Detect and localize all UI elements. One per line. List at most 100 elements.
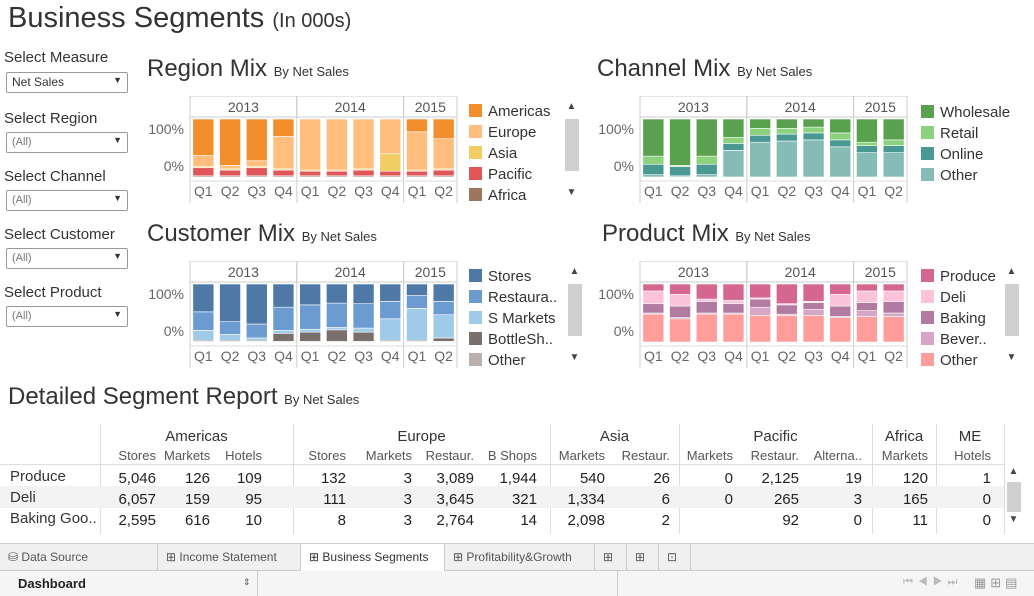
- bar-segment[interactable]: [749, 134, 771, 143]
- product-mix-chart[interactable]: 2013 2014 2015 100% 0% Q1 Q2 Q3 Q4 Q1 Q2 Q3 Q4 Q1 Q2: [590, 261, 910, 369]
- report-scrollbar[interactable]: ▲ ▼: [1005, 466, 1022, 530]
- tab-income-statement[interactable]: ⊞ Income Statement: [158, 544, 301, 571]
- bar-segment[interactable]: [272, 333, 295, 342]
- bar-segment[interactable]: [856, 302, 878, 311]
- bar-segment[interactable]: [882, 145, 905, 153]
- customer-mix-chart[interactable]: 2013 2014 2015 100% 0% Q1 Q2 Q3 Q4 Q1 Q2 Q3 Q4 Q1 Q2: [140, 261, 460, 369]
- bar-segment[interactable]: [272, 136, 295, 170]
- bar-segment[interactable]: [326, 170, 348, 177]
- bar-segment[interactable]: [642, 303, 665, 314]
- bar-segment[interactable]: [749, 127, 771, 136]
- table-cell[interactable]: 0: [853, 512, 862, 529]
- bar-segment[interactable]: [829, 118, 852, 134]
- bar-segment[interactable]: [856, 316, 878, 343]
- bar-segment[interactable]: [272, 330, 295, 334]
- bar-segment[interactable]: [829, 317, 852, 343]
- new-worksheet-button[interactable]: ⊞: [595, 544, 627, 571]
- legend-item[interactable]: Other: [921, 167, 978, 185]
- table-cell[interactable]: 2,764: [436, 512, 474, 529]
- bar-segment[interactable]: [856, 141, 878, 146]
- table-cell[interactable]: 1,944: [499, 470, 537, 487]
- scroll-down-icon[interactable]: ▼: [1006, 352, 1017, 363]
- bar-segment[interactable]: [776, 283, 798, 305]
- bar-segment[interactable]: [192, 330, 215, 341]
- table-cell[interactable]: 3: [403, 470, 412, 487]
- bar-segment[interactable]: [219, 118, 241, 166]
- legend-item[interactable]: Bever..: [921, 331, 987, 349]
- legend-item[interactable]: S Markets: [469, 310, 556, 328]
- bar-segment[interactable]: [749, 298, 771, 308]
- bar-segment[interactable]: [802, 302, 825, 310]
- bar-segment[interactable]: [432, 138, 455, 170]
- bar-segment[interactable]: [776, 118, 798, 129]
- table-cell[interactable]: 19: [845, 470, 862, 487]
- bar-segment[interactable]: [352, 327, 375, 333]
- bar-segment[interactable]: [352, 118, 375, 170]
- bar-segment[interactable]: [669, 118, 691, 166]
- table-cell[interactable]: 0: [724, 491, 733, 508]
- table-cell[interactable]: 132: [320, 470, 346, 487]
- scroll-thumb[interactable]: [568, 284, 582, 336]
- bar-segment[interactable]: [326, 283, 348, 304]
- bar-segment[interactable]: [245, 160, 268, 167]
- bar-segment[interactable]: [749, 118, 771, 129]
- bar-segment[interactable]: [326, 302, 348, 328]
- bar-segment[interactable]: [722, 299, 745, 305]
- legend-item[interactable]: Other: [921, 352, 978, 370]
- bar-segment[interactable]: [432, 337, 455, 342]
- bar-segment[interactable]: [829, 146, 852, 178]
- bar-segment[interactable]: [882, 152, 905, 178]
- legend-item[interactable]: Wholesale: [921, 104, 1010, 122]
- bar-segment[interactable]: [776, 133, 798, 142]
- bar-segment[interactable]: [245, 337, 268, 341]
- bar-segment[interactable]: [272, 169, 295, 177]
- bar-segment[interactable]: [642, 174, 665, 178]
- bar-segment[interactable]: [219, 165, 241, 170]
- bar-segment[interactable]: [749, 141, 771, 178]
- legend-item[interactable]: BottleSh..: [469, 331, 553, 349]
- bar-segment[interactable]: [829, 305, 852, 317]
- bar-segment[interactable]: [802, 132, 825, 141]
- bar-segment[interactable]: [695, 174, 718, 178]
- legend-item[interactable]: Other: [469, 352, 526, 370]
- tab-data-source[interactable]: ⛁ Data Source: [0, 544, 158, 571]
- table-cell[interactable]: 3: [853, 491, 862, 508]
- bar-segment[interactable]: [245, 283, 268, 325]
- bar-segment[interactable]: [642, 163, 665, 175]
- bar-segment[interactable]: [352, 169, 375, 177]
- scroll-thumb[interactable]: [1007, 482, 1021, 512]
- bar-segment[interactable]: [219, 283, 241, 323]
- bar-segment[interactable]: [192, 311, 215, 331]
- tab-business-segments[interactable]: ⊞ Business Segments: [301, 544, 445, 571]
- bar-segment[interactable]: [722, 118, 745, 138]
- scroll-down-icon[interactable]: ▼: [1008, 514, 1019, 525]
- legend-item[interactable]: Baking: [921, 310, 986, 328]
- bar-segment[interactable]: [406, 170, 428, 177]
- bar-segment[interactable]: [802, 315, 825, 343]
- bar-segment[interactable]: [406, 118, 428, 133]
- bar-segment[interactable]: [352, 331, 375, 342]
- table-cell[interactable]: 616: [184, 512, 210, 529]
- bar-segment[interactable]: [695, 313, 718, 343]
- bar-segment[interactable]: [352, 283, 375, 305]
- bar-segment[interactable]: [882, 301, 905, 314]
- view-mode-icons[interactable]: ▦⊞▤: [974, 575, 1022, 590]
- bar-segment[interactable]: [776, 127, 798, 135]
- bar-segment[interactable]: [379, 318, 402, 341]
- bar-segment[interactable]: [802, 283, 825, 302]
- bar-segment[interactable]: [432, 169, 455, 177]
- table-cell[interactable]: 265: [773, 491, 799, 508]
- bar-segment[interactable]: [669, 318, 691, 343]
- legend-item[interactable]: Restaura..: [469, 289, 557, 307]
- table-cell[interactable]: 95: [245, 491, 262, 508]
- bar-segment[interactable]: [669, 294, 691, 307]
- channel-mix-chart[interactable]: 2013 2014 2015 100% 0% Q1 Q2 Q3 Q4 Q1 Q2 Q3 Q4 Q1 Q2: [590, 96, 910, 204]
- bar-segment[interactable]: [695, 155, 718, 165]
- view-selector[interactable]: Dashboard ⇕: [0, 571, 258, 596]
- table-cell[interactable]: 2,125: [761, 470, 799, 487]
- bar-segment[interactable]: [642, 313, 665, 343]
- table-cell[interactable]: 6: [661, 491, 670, 508]
- bar-segment[interactable]: [882, 290, 905, 302]
- legend-item[interactable]: Americas: [469, 103, 551, 121]
- bar-segment[interactable]: [245, 323, 268, 339]
